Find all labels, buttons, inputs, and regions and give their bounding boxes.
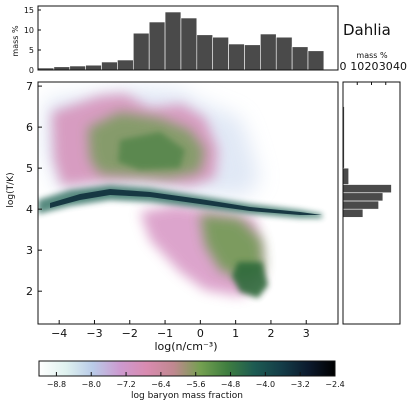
top-histogram-y-label: mass % xyxy=(11,25,20,57)
colorbar-tick-label: −8.0 xyxy=(82,380,101,389)
main-y-tick-label: 7 xyxy=(26,80,33,93)
right-histogram-bar xyxy=(342,167,349,185)
top-histogram-bar xyxy=(164,11,182,71)
top-y-tick-label: 0 xyxy=(29,66,34,75)
top-histogram-bar xyxy=(148,21,166,71)
colorbar-tick-label: −8.8 xyxy=(47,380,66,389)
right-histogram-x-label: mass % xyxy=(356,51,388,60)
top-histogram-bar xyxy=(291,46,309,71)
right-histogram-bars xyxy=(342,106,392,292)
main-x-tick-label: −2 xyxy=(122,327,138,340)
hot-green-core xyxy=(118,132,185,170)
colorbar-tick-label: −4.0 xyxy=(256,380,275,389)
main-plot-frame xyxy=(37,81,339,325)
colorbar-label: log baryon mass fraction xyxy=(131,391,243,401)
top-histogram-bar xyxy=(85,64,102,71)
top-histogram-bar xyxy=(117,59,134,71)
main-y-ticks: 2 3 4 5 6 7 xyxy=(26,80,42,298)
main-x-tick-label: 0 xyxy=(197,327,204,340)
main-x-tick-label: −3 xyxy=(86,327,102,340)
right-histogram: 0 10 20 30 40 mass % xyxy=(340,51,407,325)
right-x-tick-label: 30 xyxy=(379,60,393,73)
top-histogram-bar xyxy=(69,65,86,71)
right-histogram-bar xyxy=(342,200,379,210)
top-y-tick-label: 15 xyxy=(24,6,34,15)
main-y-tick-label: 4 xyxy=(26,203,33,216)
colorbar-tick-label: −6.4 xyxy=(151,380,170,389)
top-histogram-bar xyxy=(228,43,245,71)
top-y-tick-label: 10 xyxy=(24,26,34,35)
top-histogram-bars xyxy=(37,11,325,71)
main-y-tick-label: 2 xyxy=(26,285,33,298)
top-histogram-bar xyxy=(101,61,118,71)
right-x-tick-label: 10 xyxy=(350,60,364,73)
phase-density-cloud xyxy=(38,88,322,298)
right-x-tick-label: 20 xyxy=(365,60,379,73)
right-x-tick-label: 40 xyxy=(393,60,407,73)
top-histogram-bar xyxy=(196,34,214,71)
right-x-tick-label: 0 xyxy=(340,60,347,73)
colorbar-ticks: −8.8 −8.0 −7.2 −6.4 −5.6 −4.8 −4.0 −3.2 −2.4 xyxy=(47,372,345,389)
main-x-tick-label: −1 xyxy=(157,327,173,340)
colorbar-tick-label: −7.2 xyxy=(116,380,135,389)
main-x-axis-label: log(n/cm⁻³) xyxy=(154,340,217,353)
main-y-axis-label: log(T/K) xyxy=(6,172,16,207)
colorbar: −8.8 −8.0 −7.2 −6.4 −5.6 −4.8 −4.0 −3.2 −2.4 log… xyxy=(38,360,345,401)
main-x-tick-label: −4 xyxy=(51,327,67,340)
top-histogram-y-ticks: 0 5 10 15 xyxy=(24,6,41,75)
top-histogram-frame xyxy=(37,5,339,71)
right-histogram-x-ticks: 0 10 20 30 40 xyxy=(340,60,407,85)
main-y-tick-label: 6 xyxy=(26,121,33,134)
top-histogram-bar xyxy=(275,36,293,71)
figure-title: Dahlia xyxy=(343,21,391,39)
top-histogram: 0 5 10 15 mass % xyxy=(11,5,339,75)
top-histogram-bar xyxy=(212,36,229,71)
right-histogram-bar xyxy=(342,192,384,202)
top-histogram-bar xyxy=(180,17,198,71)
colorbar-tick-label: −4.8 xyxy=(221,380,240,389)
phase-diagram: −4 −3 −2 −1 0 1 2 3 2 3 4 5 6 7 log(n/cm⁻³) log(T/K) xyxy=(6,80,339,353)
top-histogram-bar xyxy=(260,33,277,71)
right-histogram-bar xyxy=(342,208,364,218)
main-x-ticks: −4 −3 −2 −1 0 1 2 3 xyxy=(51,320,310,340)
dense-clump xyxy=(232,262,268,298)
right-histogram-bar xyxy=(342,184,392,194)
top-histogram-bar xyxy=(132,32,150,71)
colorbar-tick-label: −3.2 xyxy=(290,380,309,389)
main-x-tick-label: 1 xyxy=(232,327,239,340)
main-y-tick-label: 3 xyxy=(26,244,33,257)
top-y-tick-label: 5 xyxy=(29,46,34,55)
colorbar-tick-label: −5.6 xyxy=(186,380,205,389)
main-x-tick-label: 3 xyxy=(303,327,310,340)
equilibrium-band-core xyxy=(50,189,322,215)
main-y-tick-label: 5 xyxy=(26,162,33,175)
top-histogram-bar xyxy=(244,44,261,71)
main-x-tick-label: 2 xyxy=(267,327,274,340)
colorbar-strip xyxy=(38,360,336,377)
colorbar-tick-label: −2.4 xyxy=(325,380,344,389)
top-histogram-bar xyxy=(307,50,325,71)
